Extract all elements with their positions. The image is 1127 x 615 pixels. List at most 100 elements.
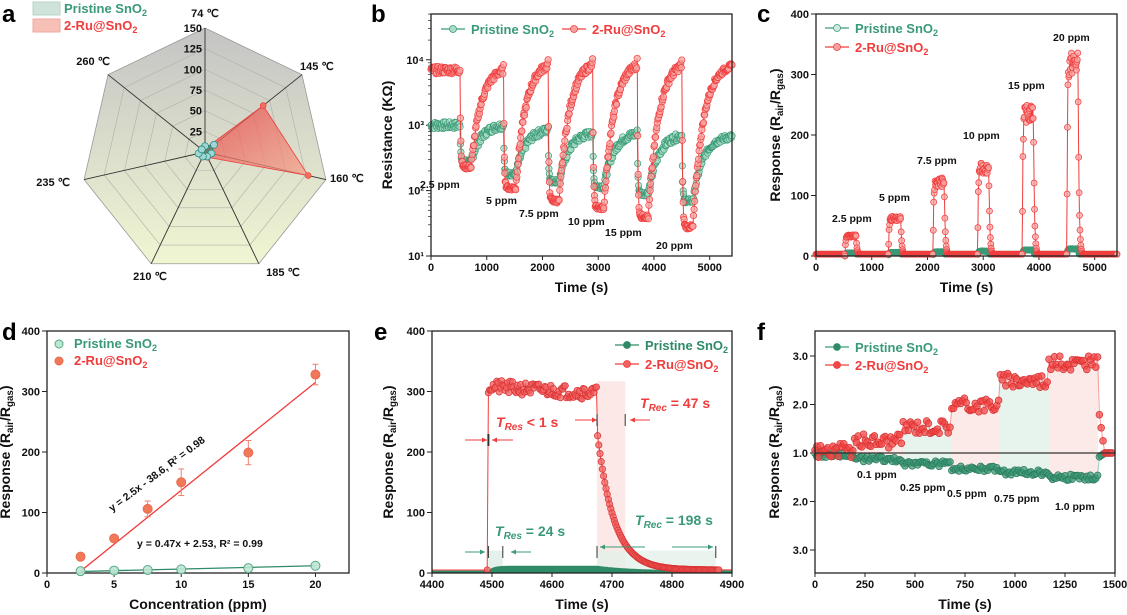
legend-swatch-pristine <box>32 1 61 16</box>
fit-equation-ru: y = 2.5x - 38.6, R² = 0.98 <box>107 434 208 514</box>
data-point <box>634 170 642 178</box>
radar-tick-label: 50 <box>190 106 202 118</box>
data-point <box>471 132 479 140</box>
x-tick-label: 0 <box>428 262 434 274</box>
data-point <box>974 188 982 195</box>
data-point <box>1075 189 1083 197</box>
y-tick-label: 10³ <box>408 120 424 132</box>
data-point <box>697 133 705 141</box>
data-point <box>1031 222 1039 230</box>
plot-frame <box>431 330 733 574</box>
x-tick-label: 250 <box>856 579 874 591</box>
y-tick-label: 0 <box>34 568 40 580</box>
data-point <box>559 151 567 159</box>
data-point-ru <box>1043 378 1051 386</box>
data-point <box>679 178 687 186</box>
data-point <box>942 237 950 244</box>
data-point <box>634 132 642 140</box>
data-point <box>635 191 643 199</box>
data-point <box>563 124 571 132</box>
data-point-ru <box>243 447 254 458</box>
radar-point-ru <box>304 172 312 179</box>
data-point <box>544 56 552 64</box>
data-point <box>691 197 699 205</box>
data-point-ru <box>75 551 86 562</box>
data-point <box>501 169 509 177</box>
step-shade-lower <box>903 453 951 464</box>
data-point-ru <box>870 432 879 440</box>
data-point <box>456 114 464 122</box>
radar-spoke <box>150 151 206 264</box>
data-point <box>897 228 905 236</box>
data-point-ru <box>1095 410 1104 419</box>
data-point <box>514 160 522 169</box>
y-tick-label: 2.0 <box>793 400 808 412</box>
data-point <box>607 129 615 137</box>
data-point <box>456 123 464 131</box>
radar-axis-label: 160 ℃ <box>330 173 364 185</box>
arrow-pristine-response-left-head <box>480 549 485 555</box>
concentration-annotation: 10 ppm <box>568 216 605 228</box>
concentration-annotation: 5 ppm <box>486 195 517 207</box>
y-tick-label: 300 <box>407 387 425 399</box>
data-point <box>633 54 641 62</box>
data-point <box>677 64 685 72</box>
data-point <box>1073 66 1080 74</box>
x-tick-label: 4000 <box>1027 262 1051 274</box>
legend-marker-ru <box>54 356 64 366</box>
plot-frame <box>814 330 1116 574</box>
x-axis-label: Time (s) <box>555 596 608 612</box>
panel-label-e: e <box>374 319 387 346</box>
data-point <box>650 141 659 149</box>
data-point <box>590 183 598 191</box>
y-axis-label: Response (Rair/Rgas) <box>767 68 786 201</box>
data-point <box>897 215 905 222</box>
plot-frame <box>815 13 1118 257</box>
data-point <box>1073 56 1081 64</box>
data-point <box>986 207 993 215</box>
series-line <box>816 52 1117 257</box>
panel-e-response-recovery-chart: 0 100 200 300 400 4400 4500 4600 4700 4800 4900 TRe… <box>380 326 744 612</box>
concentration-annotation: 7.5 ppm <box>917 155 957 167</box>
data-point <box>545 158 553 166</box>
y-axis-label: Response (Rair/Rgas) <box>380 385 399 518</box>
data-point <box>516 140 524 148</box>
arrow-pristine-response-right-head <box>511 549 516 555</box>
data-point <box>513 168 521 176</box>
data-point <box>545 178 553 186</box>
data-point <box>610 113 618 121</box>
data-point <box>633 64 641 72</box>
data-point <box>852 232 860 240</box>
data-point-ru <box>980 406 988 415</box>
x-tick-label: 0 <box>812 579 818 591</box>
panel-label-a: a <box>2 1 16 28</box>
data-point <box>499 70 507 78</box>
data-point <box>561 137 569 145</box>
concentration-annotation: 5 ppm <box>879 192 910 204</box>
data-point <box>560 145 568 153</box>
data-point <box>985 164 992 171</box>
data-point <box>940 179 948 187</box>
concentration-annotation: 2.5 ppm <box>420 179 460 191</box>
data-point <box>456 66 464 74</box>
data-point <box>565 110 573 118</box>
data-point-ru <box>1093 353 1102 361</box>
concentration-annotation: 0.75 ppm <box>994 493 1040 505</box>
data-point <box>646 187 654 195</box>
legend-pristine-label: Pristine SnO2 <box>645 338 728 355</box>
data-point <box>1064 81 1072 89</box>
data-point-pristine <box>176 564 187 575</box>
concentration-annotation: 1.0 ppm <box>1055 501 1095 513</box>
legend-ru-label: 2-Ru@SnO2 <box>855 358 928 375</box>
data-point-ru <box>142 503 153 514</box>
legend-pristine-marker <box>833 343 841 351</box>
x-axis-label: Time (s) <box>555 279 608 295</box>
data-point-ru <box>715 566 723 574</box>
data-point-ru <box>561 382 569 390</box>
data-point <box>514 154 523 163</box>
x-tick-label: 4700 <box>600 579 624 591</box>
x-tick-label: 3000 <box>971 262 995 274</box>
data-point <box>1029 114 1037 122</box>
y-tick-label: 10⁴ <box>406 55 424 67</box>
y-tick-label: 100 <box>407 508 425 520</box>
